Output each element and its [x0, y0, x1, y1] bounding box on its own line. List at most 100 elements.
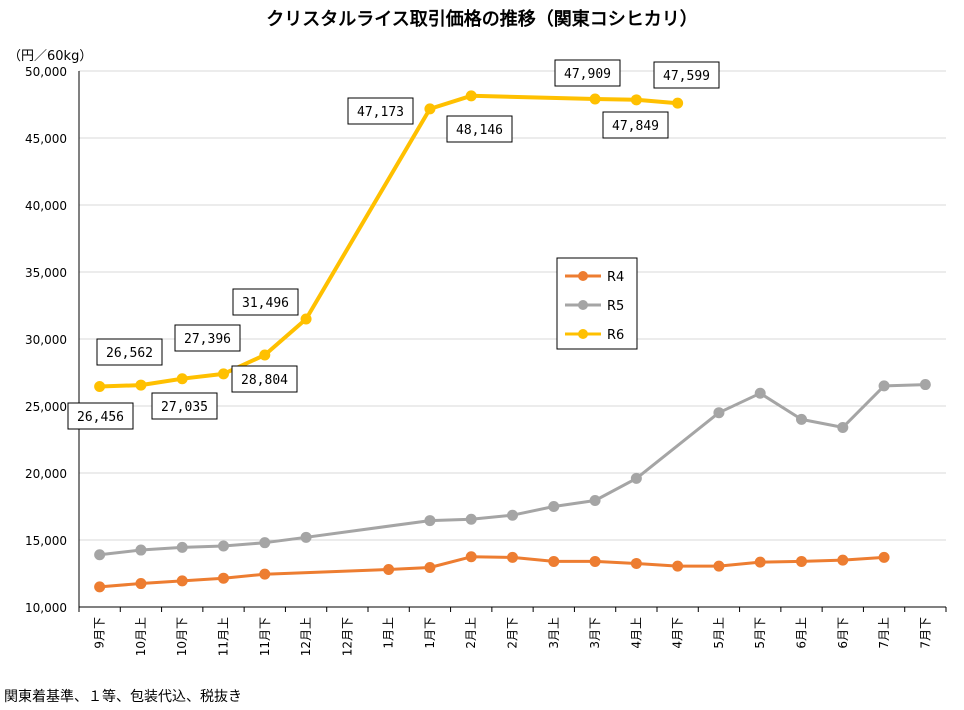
x-tick-label: 4月上 — [629, 617, 643, 649]
x-tick-label: 3月上 — [547, 617, 561, 649]
data-label-box: 27,396 — [174, 324, 241, 352]
x-tick-label: 9月下 — [93, 617, 107, 649]
data-point-R6 — [465, 90, 477, 102]
data-label-frame — [96, 338, 163, 366]
data-point-R5 — [754, 387, 766, 399]
data-point-R5 — [218, 540, 229, 552]
data-label-value: 48,146 — [456, 123, 503, 138]
x-tick-label: 10月上 — [134, 617, 148, 656]
y-tick-label: 35,000 — [25, 266, 67, 280]
chart-title: クリスタルライス取引価格の推移（関東コシヒカリ） — [266, 8, 697, 30]
data-point-R4 — [589, 555, 601, 567]
data-point-R4 — [630, 557, 642, 569]
data-point-R5 — [919, 379, 931, 391]
data-label-value: 26,562 — [106, 346, 153, 361]
data-label-value: 27,035 — [161, 400, 208, 415]
x-tick-label: 10月下 — [175, 617, 189, 656]
y-tick-label: 25,000 — [25, 400, 67, 414]
data-label-box: 26,456 — [67, 402, 134, 430]
data-point-R5 — [713, 407, 725, 419]
data-label-box: 47,849 — [602, 111, 669, 139]
data-point-R6 — [300, 313, 312, 325]
legend-label-R6: R6 — [607, 328, 624, 343]
data-label-value: 47,599 — [663, 69, 710, 84]
data-point-R4 — [754, 556, 766, 568]
x-tick-label: 5月下 — [753, 617, 767, 649]
data-point-R4 — [548, 555, 560, 567]
x-tick-label: 4月下 — [671, 617, 685, 649]
legend-label-R5: R5 — [607, 299, 624, 314]
data-point-R6 — [135, 379, 147, 391]
data-point-R5 — [796, 413, 807, 425]
data-label-frame — [232, 288, 299, 316]
series-lines — [94, 90, 931, 593]
data-point-R4 — [796, 555, 807, 567]
data-point-R6 — [672, 97, 684, 109]
data-point-R4 — [176, 575, 188, 587]
data-point-R5 — [837, 421, 849, 433]
data-point-R5 — [465, 513, 477, 525]
data-point-R4 — [837, 554, 849, 566]
data-label-frame — [347, 97, 414, 125]
data-label-frame — [653, 61, 720, 89]
y-tick-label: 45,000 — [25, 132, 67, 146]
x-tick-label: 2月下 — [506, 617, 520, 649]
series-line-R5 — [99, 383, 926, 557]
data-point-R5 — [507, 509, 518, 521]
data-label-value: 47,173 — [357, 105, 404, 120]
data-labels: 26,562 26,456 27,035 27,396 28,804 31,496 47,1… — [67, 59, 720, 430]
legend-swatch-marker-R5 — [578, 300, 588, 310]
legend-label-R4: R4 — [607, 270, 624, 285]
data-point-R4 — [135, 578, 147, 590]
axes: 10,000 15,000 20,000 25,000 30,000 35,000 40,0… — [25, 65, 947, 656]
x-tick-label: 11月下 — [258, 617, 272, 656]
y-axis-unit-label: （円／60kg） — [8, 49, 92, 64]
data-point-R5 — [548, 501, 560, 512]
data-point-R5 — [630, 472, 642, 484]
data-label-frame — [231, 365, 298, 393]
y-tick-label: 20,000 — [25, 467, 67, 481]
data-point-R4 — [383, 563, 395, 575]
y-tick-label: 50,000 — [25, 65, 67, 79]
data-point-R4 — [94, 581, 106, 593]
data-point-R4 — [465, 551, 477, 563]
data-point-R5 — [94, 549, 106, 561]
data-point-R6 — [424, 103, 436, 115]
data-point-R5 — [589, 494, 601, 506]
y-tick-label: 10,000 — [25, 601, 67, 615]
data-point-R4 — [672, 560, 684, 572]
data-point-R6 — [218, 368, 229, 380]
data-point-R5 — [259, 537, 271, 549]
y-tick-label: 15,000 — [25, 534, 67, 548]
data-label-value: 47,849 — [612, 119, 659, 134]
data-label-box: 31,496 — [232, 288, 299, 316]
data-point-R5 — [878, 380, 890, 392]
data-label-box: 28,804 — [231, 365, 298, 393]
x-tick-label: 7月下 — [918, 617, 932, 649]
y-tick-label: 30,000 — [25, 333, 67, 347]
data-label-box: 26,562 — [96, 338, 163, 366]
data-label-value: 27,396 — [184, 332, 231, 347]
data-label-frame — [554, 59, 621, 87]
legend-swatch-marker-R4 — [578, 271, 588, 281]
data-point-R6 — [589, 93, 601, 105]
y-tick-label: 40,000 — [25, 199, 67, 213]
footnote: 関東着基準、１等、包装代込、税抜き — [4, 689, 242, 705]
data-point-R4 — [259, 568, 271, 580]
data-label-box: 47,173 — [347, 97, 414, 125]
data-point-R5 — [424, 515, 436, 527]
data-point-R6 — [94, 380, 106, 392]
data-label-value: 47,909 — [564, 67, 611, 82]
x-tick-label: 12月下 — [340, 617, 354, 656]
data-point-R5 — [176, 541, 188, 553]
data-label-frame — [67, 402, 134, 430]
series-line-R4 — [99, 555, 885, 589]
legend-swatch-marker-R6 — [578, 329, 588, 339]
data-point-R6 — [259, 349, 271, 361]
data-point-R6 — [176, 373, 188, 385]
x-tick-label: 2月上 — [464, 617, 478, 649]
x-tick-label: 7月上 — [877, 617, 891, 649]
data-label-box: 27,035 — [151, 392, 218, 420]
data-point-R5 — [135, 544, 147, 556]
